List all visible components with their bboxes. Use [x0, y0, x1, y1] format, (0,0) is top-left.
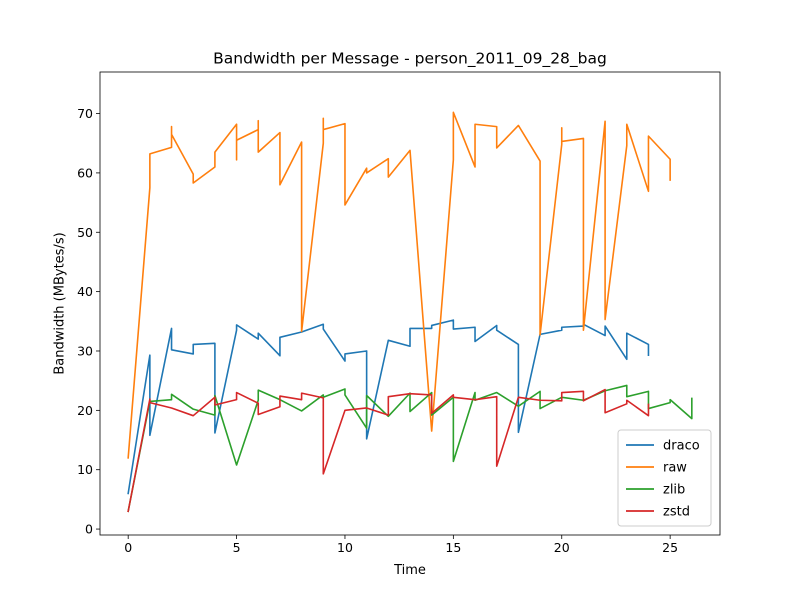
- y-tick-label: 0: [85, 522, 93, 537]
- y-tick-label: 70: [77, 106, 93, 121]
- y-axis-label: Bandwidth (MBytes/s): [53, 232, 68, 374]
- x-tick-label: 20: [554, 540, 570, 555]
- x-tick-label: 0: [124, 540, 132, 555]
- legend-box: [617, 429, 712, 527]
- x-tick-label: 25: [662, 540, 678, 555]
- legend-label-zstd: zstd: [663, 505, 690, 520]
- legend-label-zlib: zlib: [663, 483, 685, 498]
- series-line-zstd: [127, 388, 650, 513]
- legend-label-draco: draco: [663, 439, 700, 454]
- y-tick-label: 30: [77, 343, 93, 358]
- series-line-zlib: [127, 384, 693, 513]
- chart-title: Bandwidth per Message - person_2011_09_2…: [213, 50, 607, 69]
- y-axis: 0 10 20 30 40 50 60 70: [77, 106, 100, 537]
- y-tick-label: 60: [77, 165, 93, 180]
- series-line-draco: [127, 319, 650, 495]
- series-line-raw: [127, 111, 671, 459]
- x-axis: 0 5 10 15 20 25: [124, 535, 678, 555]
- y-tick-label: 20: [77, 403, 93, 418]
- legend: draco raw zlib zstd: [617, 429, 712, 527]
- legend-label-raw: raw: [663, 461, 687, 476]
- x-axis-label: Time: [393, 563, 426, 578]
- y-tick-label: 40: [77, 284, 93, 299]
- x-tick-label: 15: [445, 540, 461, 555]
- x-tick-label: 5: [233, 540, 241, 555]
- x-tick-label: 10: [337, 540, 353, 555]
- plot-frame: [99, 71, 721, 536]
- y-tick-label: 50: [77, 225, 93, 240]
- y-tick-label: 10: [77, 462, 93, 477]
- plot-area: [127, 111, 693, 513]
